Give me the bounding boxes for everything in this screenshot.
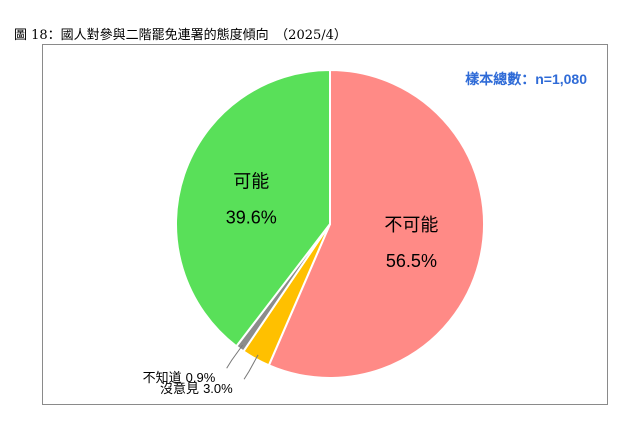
- slice-value-3: 39.6%: [226, 207, 277, 227]
- pie-slice-0: [267, 68, 485, 379]
- slice-label-1: 沒意見: [160, 381, 199, 396]
- leader-line-2: [226, 344, 243, 369]
- slice-label-0: 不可能: [384, 215, 438, 235]
- slice-value-1: 3.0%: [203, 381, 233, 396]
- pie-slice-3: [175, 68, 331, 348]
- slice-value-0: 56.5%: [386, 251, 437, 271]
- sample-size-label: 樣本總數：n=1,080: [465, 71, 587, 87]
- leader-line-1: [243, 354, 259, 380]
- slice-label-3: 可能: [233, 171, 269, 191]
- slice-label-2: 不知道: [143, 370, 182, 385]
- chart-title: 圖 18：國人對參與二階罷免連署的態度傾向 （2025/4）: [14, 28, 347, 43]
- slice-value-2: 0.9%: [186, 370, 216, 385]
